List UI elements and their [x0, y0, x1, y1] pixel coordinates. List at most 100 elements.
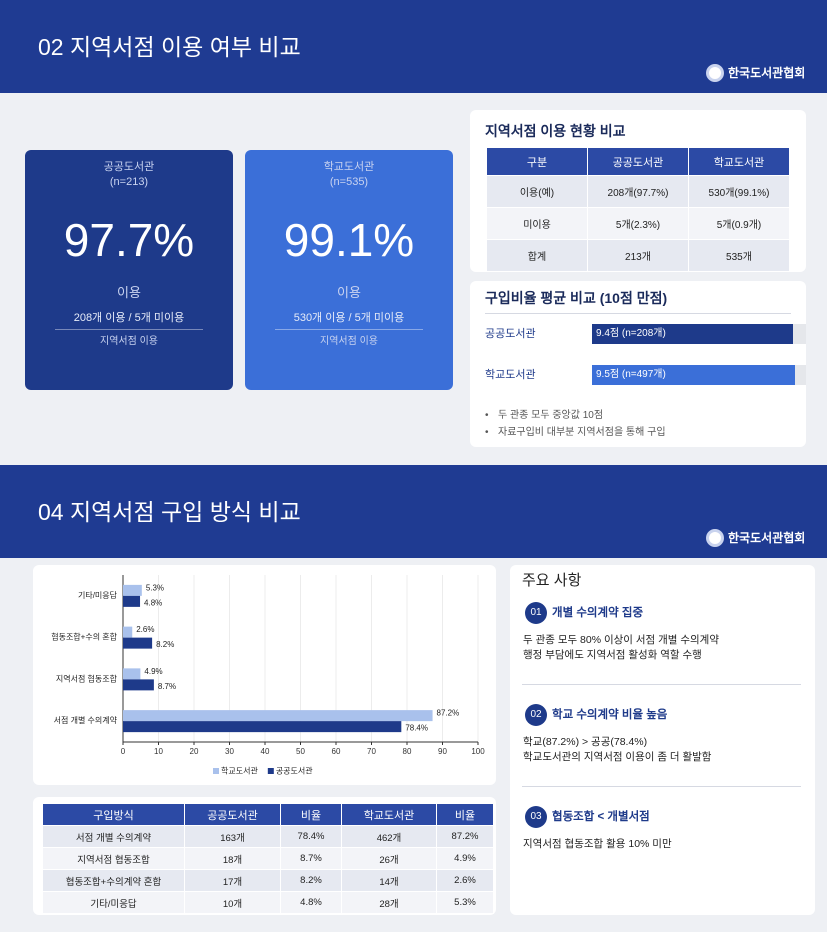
panel: 지역서점 이용 현황 비교 구분 공공도서관 학교도서관 이용(예) 208개(97.7%…	[470, 110, 806, 272]
bar	[123, 584, 142, 596]
table-cell: 기타/미응답	[42, 891, 185, 914]
highlight-title: 개별 수의계약 집중	[552, 607, 644, 619]
card-percent: 99.1%	[283, 214, 415, 266]
table-cell: 5개(0.9개)	[688, 207, 790, 240]
x-tick-label: 40	[261, 747, 270, 756]
x-tick-label: 70	[367, 747, 376, 756]
table-cell: 530개(99.1%)	[688, 175, 790, 208]
table-cell: 이용(예)	[486, 175, 588, 208]
table-row: 미이용 5개(2.3%) 5개(0.9개)	[486, 207, 790, 240]
panel: 0 10 20 30 40 50 60 70 80 90 100 기타/미응답 5.3% 4.8% 협동조합…	[33, 565, 496, 785]
card-divider	[275, 329, 423, 330]
stat-card: 공공도서관 (n=213) 97.7% 이용 208개 이용 / 5개 미이용 지역서점 …	[25, 150, 233, 390]
value-label: 78.4%	[405, 724, 428, 733]
rating-name: 학교도서관	[485, 369, 536, 381]
highlight-line: 학교(87.2%) > 공공(78.4%)	[523, 736, 648, 748]
slide-title: 04 지역서점 구입 방식 비교	[38, 499, 301, 525]
card-name: 공공도서관	[103, 161, 155, 173]
table-cell: 26개	[341, 847, 437, 870]
x-tick-label: 50	[296, 747, 305, 756]
y-tick-label: 서점 개별 수의계약	[54, 715, 118, 725]
x-tick-label: 30	[225, 747, 234, 756]
legend-swatch	[213, 768, 219, 774]
y-tick-label: 협동조합+수의 혼합	[51, 632, 117, 642]
table-row: 서점 개별 수의계약 163개 78.4% 462개 87.2%	[42, 825, 494, 848]
slide-title: 02 지역서점 이용 여부 비교	[38, 34, 301, 60]
table-row: 협동조합+수의계약 혼합 17개 8.2% 14개 2.6%	[42, 869, 494, 892]
table-cell: 협동조합+수의계약 혼합	[42, 869, 185, 892]
table-cell: 미이용	[486, 207, 588, 240]
card-percent: 97.7%	[63, 214, 195, 266]
divider	[485, 313, 791, 314]
bar	[123, 595, 141, 607]
note: 자료구입비 대부분 지역서점을 통해 구입	[498, 427, 666, 438]
bar	[123, 626, 133, 638]
value-label: 8.7%	[158, 682, 176, 691]
table-cell: 462개	[341, 825, 437, 848]
x-tick-label: 80	[403, 747, 412, 756]
table-header-cell: 비율	[436, 803, 494, 826]
table-header-cell: 공공도서관	[587, 147, 689, 176]
table-cell: 10개	[184, 891, 281, 914]
table-cell: 서점 개별 수의계약	[42, 825, 185, 848]
table-cell: 8.7%	[280, 847, 342, 870]
table-cell: 213개	[587, 239, 689, 272]
panel-title: 구입비율 평균 비교 (10점 만점)	[485, 290, 668, 306]
x-tick-label: 60	[332, 747, 341, 756]
logo-text: 한국도서관협회	[728, 66, 806, 80]
card-detail: 530개 이용 / 5개 미이용	[293, 312, 405, 324]
card-usage: 이용	[337, 285, 361, 300]
table-header-row: 구입방식 공공도서관 비율 학교도서관 비율	[42, 803, 494, 826]
card-footer: 지역서점 이용	[100, 336, 158, 347]
table-cell: 8.2%	[280, 869, 342, 892]
highlight-title: 학교 수의계약 비율 높음	[552, 709, 668, 721]
card-name: 학교도서관	[323, 161, 375, 173]
method-table: 구입방식 공공도서관 비율 학교도서관 비율 서점 개별 수의계약 163개 78.4% 462…	[42, 803, 494, 914]
table-cell: 2.6%	[436, 869, 494, 892]
table-cell: 5.3%	[436, 891, 494, 914]
table-cell: 208개(97.7%)	[587, 175, 689, 208]
table-header-cell: 공공도서관	[184, 803, 281, 826]
card-usage: 이용	[117, 285, 141, 300]
table-cell: 535개	[688, 239, 790, 272]
rating-label: 9.4점 (n=208개)	[596, 328, 666, 339]
bar	[123, 721, 402, 733]
panel: 주요 사항 01 개별 수의계약 집중 두 관종 모두 80% 이상이 서점 개별 수…	[510, 565, 815, 915]
bar	[123, 710, 433, 722]
x-tick-label: 20	[190, 747, 199, 756]
legend-label: 공공도서관	[276, 766, 313, 776]
highlight-title: 협동조합 < 개별서점	[552, 811, 650, 823]
table-header-cell: 구입방식	[42, 803, 185, 826]
x-tick-label: 100	[471, 747, 485, 756]
value-label: 4.9%	[144, 667, 162, 676]
table-cell: 합계	[486, 239, 588, 272]
card-n: (n=213)	[109, 176, 149, 188]
table-row: 기타/미응답 10개 4.8% 28개 5.3%	[42, 891, 494, 914]
rating-label: 9.5점 (n=497개)	[596, 369, 666, 380]
divider	[522, 786, 801, 787]
logo-icon	[706, 529, 724, 547]
rating-name: 공공도서관	[485, 328, 536, 340]
status-table: 구분 공공도서관 학교도서관 이용(예) 208개(97.7%) 530개(99.1%) 미…	[486, 147, 790, 272]
table-header-cell: 학교도서관	[341, 803, 437, 826]
table-row: 지역서점 협동조합 18개 8.7% 26개 4.9%	[42, 847, 494, 870]
legend-swatch	[267, 768, 274, 774]
card-n: (n=535)	[329, 176, 369, 188]
value-label: 5.3%	[146, 583, 164, 592]
panel: 구입비율 평균 비교 (10점 만점) 공공도서관 9.4점 (n=208개) 학교도…	[470, 281, 806, 447]
value-label: 2.6%	[136, 625, 154, 634]
table-cell: 87.2%	[436, 825, 494, 848]
highlight-line: 행정 부담에도 지역서점 활성화 역할 수행	[523, 649, 702, 661]
logo-text: 한국도서관협회	[728, 531, 806, 545]
table-cell: 18개	[184, 847, 281, 870]
highlight-line: 학교도서관의 지역서점 이용이 좀 더 활발함	[523, 751, 712, 763]
x-tick-label: 10	[154, 747, 163, 756]
highlight-line: 지역서점 협동조합 활용 10% 미만	[523, 838, 672, 850]
table-header-row: 구분 공공도서관 학교도서관	[486, 147, 790, 176]
rating-bar	[592, 365, 796, 385]
panel: 구입방식 공공도서관 비율 학교도서관 비율 서점 개별 수의계약 163개 78.4% 462…	[33, 797, 496, 915]
x-tick-label: 0	[121, 747, 126, 756]
logo-icon	[706, 64, 724, 82]
